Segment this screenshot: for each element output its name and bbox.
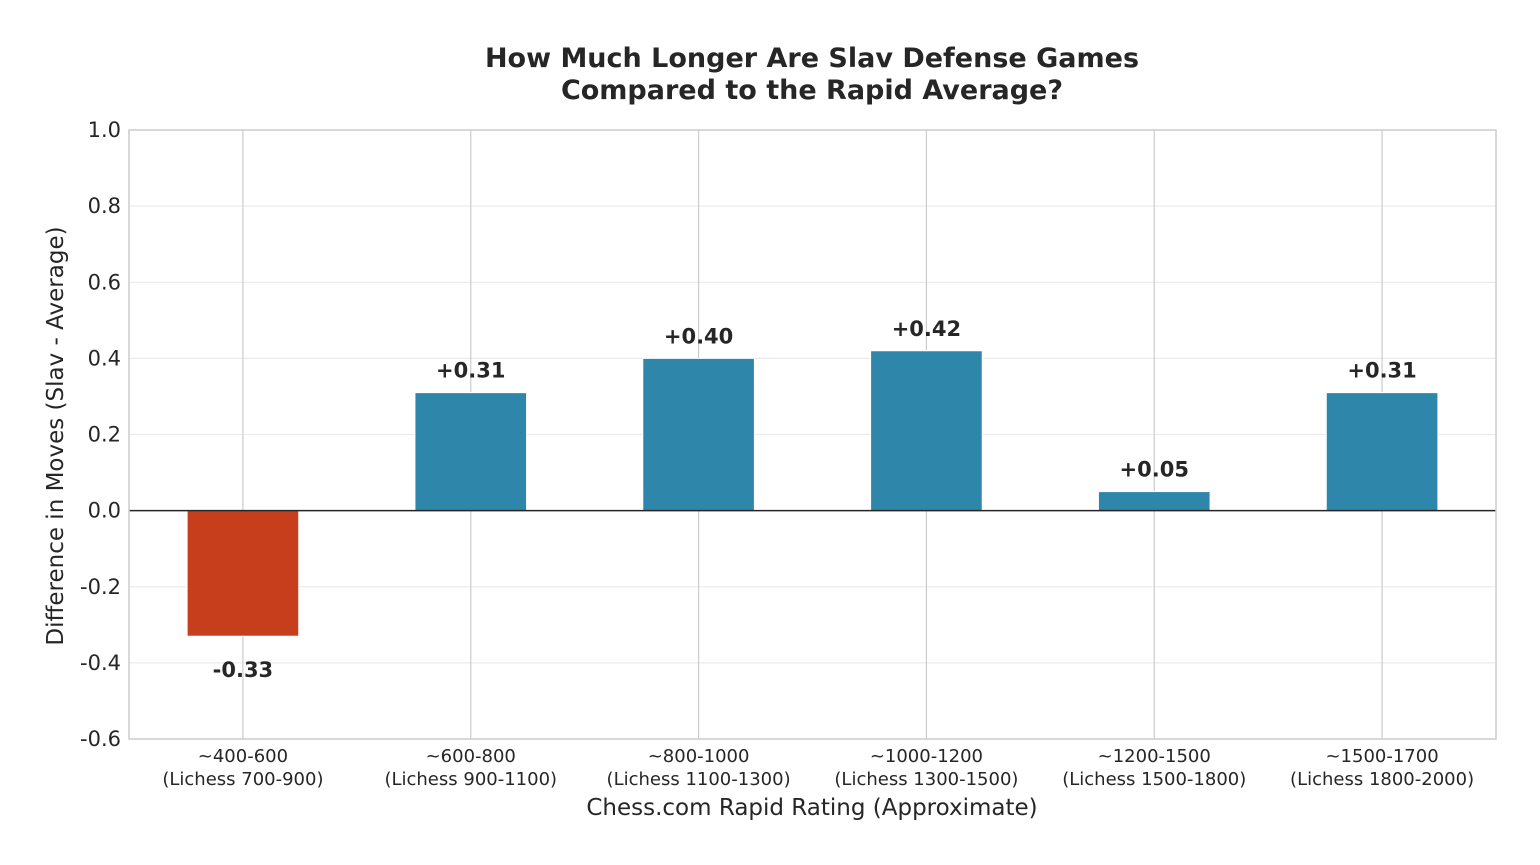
ticks-layer: -0.6-0.4-0.20.00.20.40.60.81.0~400-600(L… [80,118,1474,790]
bar-value-label: +0.42 [892,317,961,341]
x-tick-label: ~1000-1200 [870,746,983,767]
bar [870,350,983,512]
x-tick-label: ~600-800 [426,746,516,767]
x-tick-sublabel: (Lichess 1800-2000) [1290,769,1474,790]
bar [642,357,755,512]
y-tick-label: -0.4 [80,651,121,675]
grid-layer [129,129,1496,740]
x-tick-label: ~800-1000 [648,746,750,767]
y-axis-title: Difference in Moves (Slav - Average) [43,226,69,645]
y-tick-label: 0.0 [88,499,121,523]
bar [1097,491,1211,512]
y-tick-label: -0.6 [80,727,121,751]
bar-value-label: +0.31 [436,359,505,383]
bar [414,392,528,512]
x-tick-label: ~1200-1500 [1098,746,1211,767]
bars-layer [186,350,1439,637]
x-tick-label: ~400-600 [198,746,288,767]
x-tick-sublabel: (Lichess 1100-1300) [607,769,791,790]
y-tick-label: 1.0 [88,118,121,142]
x-tick-label: ~1500-1700 [1325,746,1438,767]
y-tick-label: -0.2 [80,575,121,599]
x-axis-title: Chess.com Rapid Rating (Approximate) [586,795,1037,821]
x-tick-sublabel: (Lichess 900-1100) [384,769,557,790]
bar [1325,392,1439,512]
bar-value-label: +0.31 [1347,359,1416,383]
y-tick-label: 0.8 [88,194,121,218]
bar-value-label: -0.33 [213,658,274,682]
chart-title-line-1: How Much Longer Are Slav Defense Games [485,43,1139,74]
x-tick-sublabel: (Lichess 1500-1800) [1062,769,1246,790]
bar-value-label: +0.40 [664,324,733,348]
chart-title-line-2: Compared to the Rapid Average? [561,75,1063,106]
bar [186,510,300,637]
plot-frame [128,129,1497,740]
bar-value-label: +0.05 [1120,458,1189,482]
y-tick-label: 0.2 [88,423,121,447]
x-tick-sublabel: (Lichess 700-900) [162,769,323,790]
y-tick-label: 0.6 [88,270,121,294]
y-tick-label: 0.4 [88,346,121,370]
bar-value-labels: -0.33 +0.31 +0.40 +0.42 +0.05 +0.31 [213,317,1417,682]
x-tick-sublabel: (Lichess 1300-1500) [834,769,1018,790]
